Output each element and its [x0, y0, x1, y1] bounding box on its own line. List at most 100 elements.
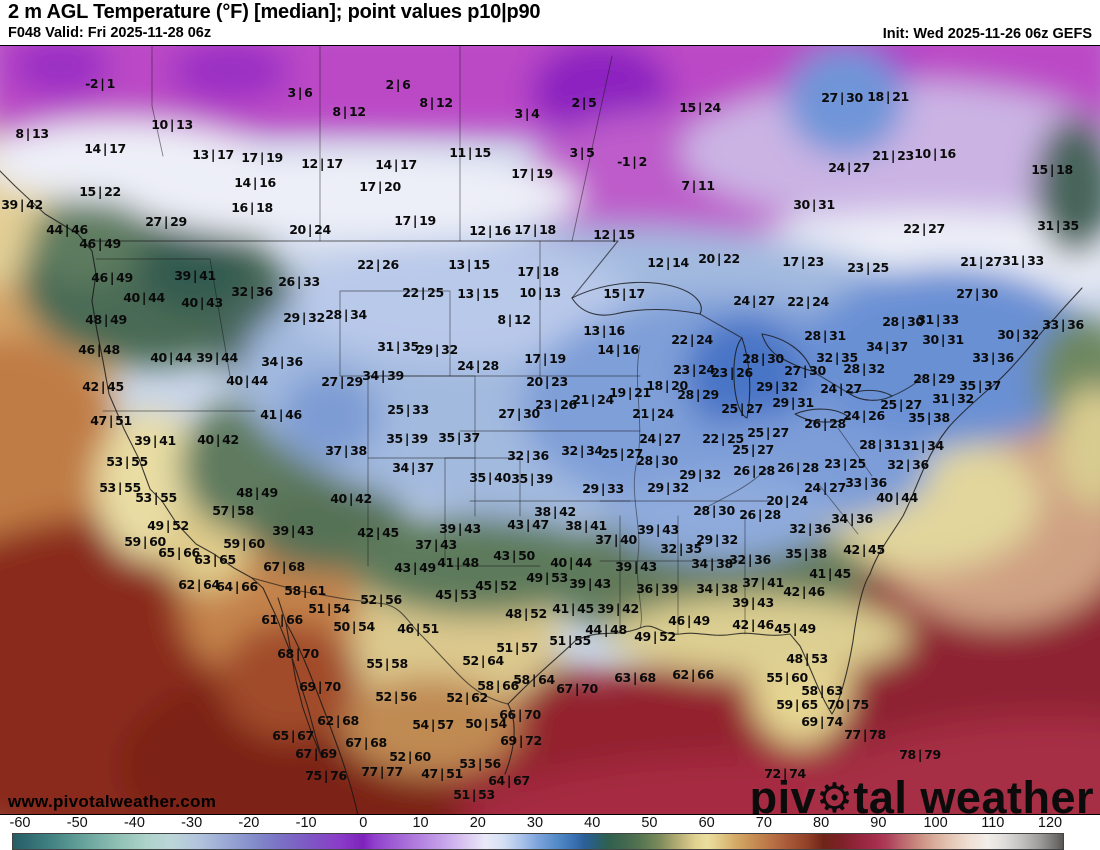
- point-value: 49 | 53: [526, 569, 568, 585]
- point-value: 78 | 79: [899, 746, 941, 762]
- point-value: 39 | 44: [196, 349, 238, 365]
- point-value: 72 | 74: [764, 765, 806, 781]
- point-value: 35 | 39: [511, 470, 553, 486]
- point-value: 34 | 36: [261, 353, 303, 369]
- point-value: 67 | 69: [295, 745, 337, 761]
- point-value: 39 | 42: [597, 600, 639, 616]
- point-value: 21 | 24: [632, 405, 674, 421]
- pivotal-weather-logo: piv⚙tal weather: [749, 772, 1094, 815]
- point-value: 28 | 29: [677, 386, 719, 402]
- point-value: 28 | 30: [693, 502, 735, 518]
- point-value: 28 | 34: [325, 306, 367, 322]
- point-value: 52 | 56: [375, 688, 417, 704]
- colorbar-tick: -20: [238, 815, 260, 831]
- point-value: 58 | 61: [284, 582, 326, 598]
- point-value: 50 | 54: [465, 715, 507, 731]
- point-value: 31 | 35: [1037, 217, 1079, 233]
- point-value: 45 | 49: [774, 620, 816, 636]
- point-value: 31 | 32: [932, 390, 974, 406]
- point-value: 17 | 18: [514, 221, 556, 237]
- point-value: 14 | 17: [84, 140, 126, 156]
- point-value: 24 | 26: [843, 407, 885, 423]
- point-value: 39 | 43: [569, 575, 611, 591]
- point-value: 40 | 42: [197, 431, 239, 447]
- point-value: 39 | 41: [174, 267, 216, 283]
- point-value: 35 | 39: [386, 430, 428, 446]
- point-value: 51 | 53: [453, 786, 495, 802]
- point-value: 52 | 62: [446, 689, 488, 705]
- point-value: 42 | 45: [82, 378, 124, 394]
- gear-icon: ⚙: [816, 775, 854, 815]
- point-value: 75 | 76: [305, 767, 347, 783]
- point-value: 42 | 45: [357, 524, 399, 540]
- point-value: 24 | 28: [457, 357, 499, 373]
- point-value: 34 | 39: [362, 367, 404, 383]
- point-value: -2 | 1: [85, 75, 115, 91]
- point-value: 26 | 33: [278, 273, 320, 289]
- point-value: 17 | 19: [241, 149, 283, 165]
- point-value: 65 | 66: [158, 544, 200, 560]
- init-time-label: Init: Wed 2025-11-26 06z GEFS: [882, 26, 1092, 42]
- point-value: 17 | 19: [394, 212, 436, 228]
- point-value: 22 | 24: [787, 293, 829, 309]
- point-value: 53 | 56: [459, 755, 501, 771]
- colorbar-tick: 90: [870, 815, 887, 831]
- colorbar-tick: 40: [584, 815, 601, 831]
- point-value: 29 | 32: [756, 378, 798, 394]
- point-value: 65 | 67: [272, 727, 314, 743]
- point-value: 40 | 44: [123, 289, 165, 305]
- point-value: 3 | 6: [287, 84, 313, 100]
- point-value: 48 | 53: [786, 650, 828, 666]
- point-value: 24 | 27: [804, 479, 846, 495]
- point-value: 33 | 36: [845, 474, 887, 490]
- point-value: 58 | 66: [477, 677, 519, 693]
- point-value: 28 | 30: [882, 313, 924, 329]
- point-value: 35 | 37: [438, 429, 480, 445]
- point-value: 22 | 25: [702, 430, 744, 446]
- point-value: 42 | 46: [732, 616, 774, 632]
- point-value: 35 | 38: [908, 409, 950, 425]
- point-value: 20 | 24: [766, 492, 808, 508]
- colorbar-tick: -40: [123, 815, 145, 831]
- point-value: 2 | 5: [571, 94, 597, 110]
- point-value: 31 | 35: [377, 338, 419, 354]
- point-value: 18 | 21: [867, 88, 909, 104]
- point-value: 36 | 39: [636, 580, 678, 596]
- point-value: 52 | 56: [360, 591, 402, 607]
- point-value: 46 | 48: [78, 341, 120, 357]
- point-value: 21 | 24: [572, 391, 614, 407]
- point-value: 12 | 15: [593, 226, 635, 242]
- point-value: 39 | 43: [637, 521, 679, 537]
- point-value: 32 | 35: [816, 349, 858, 365]
- point-value: 20 | 24: [289, 221, 331, 237]
- point-value: 68 | 70: [277, 645, 319, 661]
- point-value: 48 | 49: [236, 484, 278, 500]
- colorbar-tick: 50: [641, 815, 658, 831]
- point-value: 59 | 60: [223, 535, 265, 551]
- point-value: 47 | 51: [421, 765, 463, 781]
- point-value: 64 | 66: [216, 578, 258, 594]
- point-value: 2 | 6: [385, 76, 411, 92]
- colorbar-tick: 120: [1037, 815, 1063, 831]
- point-value: 47 | 51: [90, 412, 132, 428]
- point-value: 32 | 36: [729, 551, 771, 567]
- point-value: 13 | 15: [448, 256, 490, 272]
- point-value: 25 | 27: [732, 441, 774, 457]
- logo-text-prefix: piv: [749, 772, 817, 815]
- page-title: 2 m AGL Temperature (°F) [median]; point…: [8, 1, 541, 23]
- point-value: 41 | 45: [809, 565, 851, 581]
- point-value: 55 | 60: [766, 669, 808, 685]
- colorbar-tick: -10: [295, 815, 317, 831]
- point-value: 55 | 58: [366, 655, 408, 671]
- logo-text-suffix: tal weather: [853, 772, 1094, 815]
- point-value: 29 | 32: [416, 341, 458, 357]
- point-value: 35 | 40: [469, 469, 511, 485]
- point-value: 34 | 38: [691, 555, 733, 571]
- point-value: 24 | 27: [820, 380, 862, 396]
- point-value: 15 | 17: [603, 285, 645, 301]
- point-value: 27 | 30: [784, 362, 826, 378]
- point-value: 40 | 44: [226, 372, 268, 388]
- point-value: 57 | 58: [212, 502, 254, 518]
- point-value: 33 | 36: [972, 349, 1014, 365]
- point-value: 31 | 34: [902, 437, 944, 453]
